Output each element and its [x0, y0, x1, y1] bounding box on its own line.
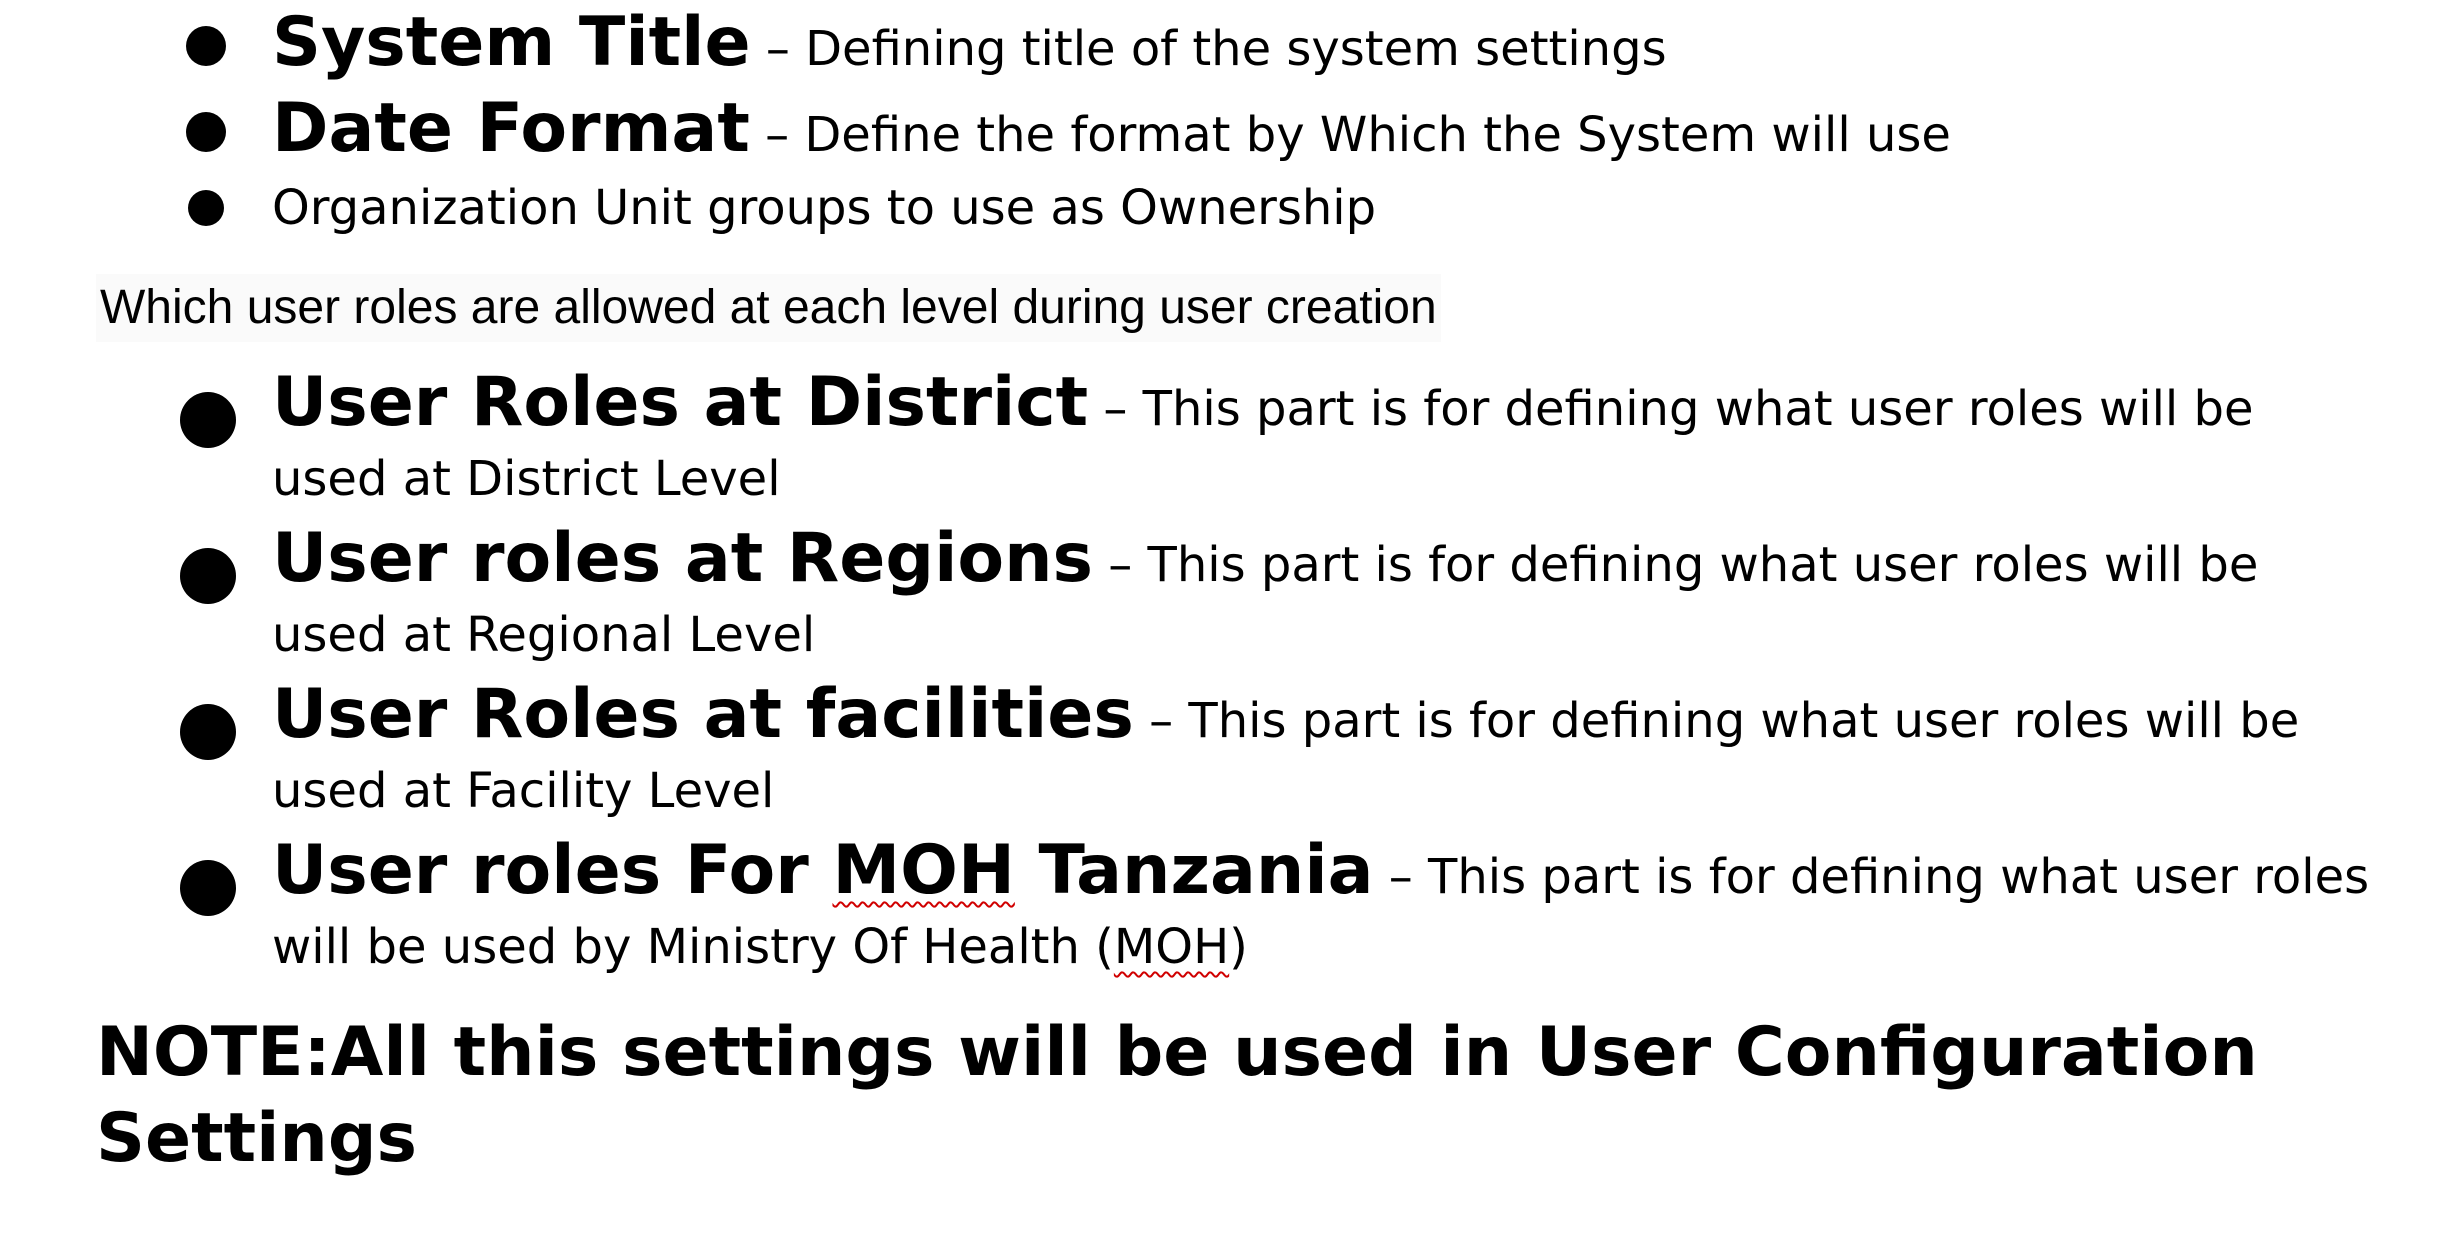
desc-part: ): [1229, 919, 1248, 975]
spellcheck-flagged-word: MOH: [832, 831, 1015, 910]
settings-bullet-list: System Title – Defining title of the sys…: [0, 0, 2443, 244]
list-item: Organization Unit groups to use as Owner…: [0, 172, 2443, 244]
term-part: Tanzania: [1014, 831, 1374, 910]
spellcheck-flagged-word: MOH: [1113, 919, 1230, 975]
user-roles-bullet-list: User Roles at District – This part is fo…: [0, 368, 2443, 992]
list-item: Date Format – Define the format by Which…: [0, 86, 2443, 172]
bullet-icon: [186, 112, 226, 152]
list-item: User roles For MOH Tanzania – This part …: [0, 836, 2443, 982]
bullet-description: – This part is for defining what user ro…: [272, 849, 2369, 975]
bullet-term: System Title: [272, 3, 751, 82]
bullet-icon: [188, 190, 224, 226]
bullet-description: – This part is for defining what user ro…: [272, 381, 2254, 507]
bullet-icon: [180, 704, 236, 760]
bullet-icon: [186, 26, 226, 66]
list-item: User Roles at facilities – This part is …: [0, 680, 2443, 826]
term-part: User roles For: [272, 831, 833, 910]
bullet-term: User Roles at District: [272, 363, 1089, 442]
note-paragraph: NOTE:All this settings will be used in U…: [96, 1013, 2258, 1178]
bullet-term: User roles For MOH Tanzania: [272, 831, 1374, 910]
bullet-term: Date Format: [272, 89, 750, 168]
bullet-text: Organization Unit groups to use as Owner…: [272, 180, 1377, 236]
section-heading: Which user roles are allowed at each lev…: [96, 274, 1441, 342]
bullet-term: User Roles at facilities: [272, 675, 1134, 754]
desc-part: – This part is for defining what user ro…: [272, 849, 2370, 975]
bullet-description: – Define the format by Which the System …: [749, 107, 1951, 163]
bullet-term: User roles at Regions: [272, 519, 1093, 598]
bullet-description: – Defining title of the system settings: [750, 21, 1667, 77]
bullet-icon: [180, 548, 236, 604]
bullet-icon: [180, 860, 236, 916]
bullet-description: – This part is for defining what user ro…: [272, 537, 2259, 663]
bullet-icon: [180, 392, 236, 448]
list-item: System Title – Defining title of the sys…: [0, 0, 2443, 86]
bullet-description: – This part is for defining what user ro…: [272, 693, 2300, 819]
list-item: User Roles at District – This part is fo…: [0, 368, 2443, 514]
list-item: User roles at Regions – This part is for…: [0, 524, 2443, 670]
